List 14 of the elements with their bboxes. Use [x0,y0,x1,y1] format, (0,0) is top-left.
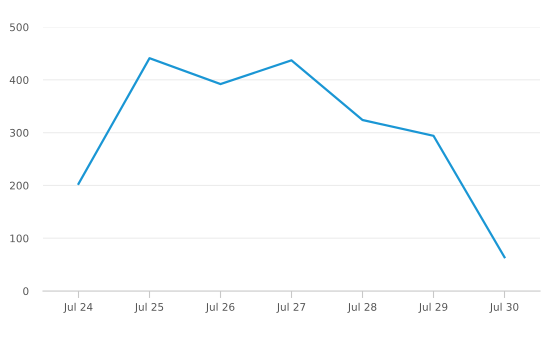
x-tick-label: Jul 28 [347,302,376,313]
x-tick-label: Jul 25 [134,302,164,313]
y-tick-label: 200 [10,182,28,190]
y-tick-label: 300 [10,128,28,137]
y-tick-label: 100 [10,234,28,242]
x-tick-label: Jul 26 [205,302,234,313]
x-tick-label: Jul 30 [489,302,518,313]
y-tick-label: 0 [23,287,28,296]
x-tick-label: Jul 24 [63,302,92,313]
y-tick-label: 500 [10,23,28,32]
line-series [77,57,506,258]
x-tick-label: Jul 27 [276,302,306,313]
y-tick-label: 400 [10,76,28,84]
x-tick-label: Jul 29 [418,302,448,313]
